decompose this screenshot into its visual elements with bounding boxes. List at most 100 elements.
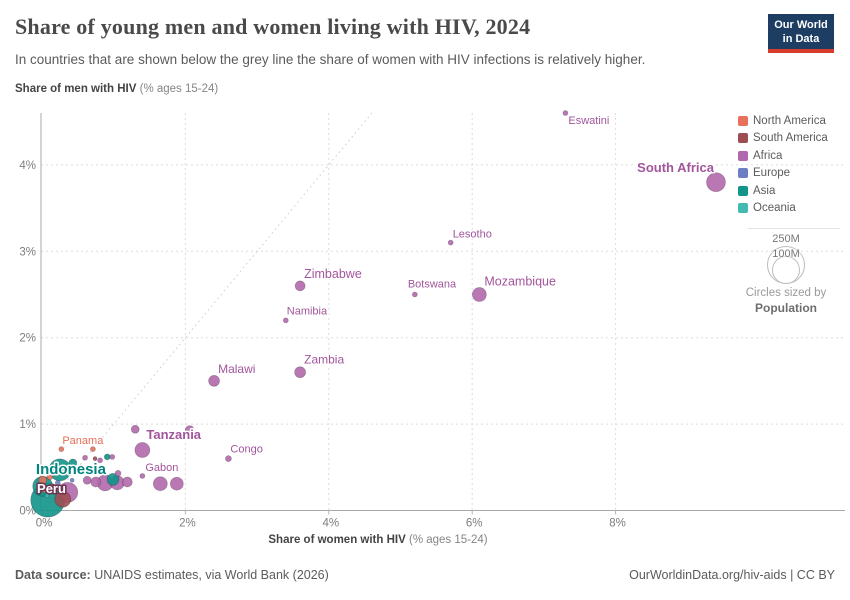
size-legend-small-circle [772, 256, 800, 284]
data-point[interactable] [90, 446, 96, 453]
owid-logo[interactable]: Our World in Data [768, 14, 834, 53]
data-point[interactable] [130, 424, 140, 434]
x-tick-label: 8% [609, 518, 626, 530]
data-source-note: Data source: UNAIDS estimates, via World… [15, 568, 329, 582]
data-point-namibia[interactable] [282, 317, 289, 324]
data-point-gabon[interactable] [139, 473, 146, 479]
data-point-tanzania[interactable] [134, 442, 151, 458]
data-point[interactable] [90, 476, 102, 488]
legend-item-oceania[interactable]: Oceania [738, 200, 828, 218]
legend-swatch [738, 203, 748, 214]
y-tick-label: 1% [19, 419, 36, 431]
legend-label: North America [753, 114, 826, 127]
x-tick-label: 4% [322, 518, 339, 530]
page-title: Share of young men and women living with… [15, 14, 531, 39]
y-axis-title: Share of men with HIV (% ages 15-24) [15, 83, 218, 95]
point-label-lesotho: Lesotho [453, 229, 492, 241]
x-axis-title: Share of women with HIV (% ages 15-24) [268, 534, 487, 546]
point-label-zimbabwe: Zimbabwe [304, 267, 362, 281]
data-point-indonesia[interactable] [48, 458, 72, 482]
data-point[interactable] [103, 453, 111, 461]
legend-divider [748, 228, 840, 229]
point-label-eswatini: Eswatini [568, 115, 609, 127]
data-point-south-africa[interactable] [706, 172, 726, 193]
point-label-peru: Peru [37, 481, 66, 496]
legend-swatch [738, 185, 748, 196]
legend-swatch [738, 133, 748, 144]
data-source-text: UNAIDS estimates, via World Bank (2026) [90, 568, 329, 582]
owid-logo-line1: Our World [774, 19, 828, 31]
size-legend-caption: Circles sized by [745, 287, 827, 299]
data-point-zambia[interactable] [294, 366, 306, 379]
data-point[interactable] [92, 456, 98, 462]
point-label-indonesia: Indonesia [36, 461, 107, 478]
size-legend-100m-label: 100M [772, 248, 800, 260]
data-point[interactable] [152, 476, 168, 492]
point-label-panama: Panama [62, 435, 104, 447]
y-tick-label: 2% [19, 333, 36, 345]
data-source-prefix: Data source: [15, 568, 91, 582]
legend-swatch [738, 168, 748, 179]
data-point[interactable] [82, 475, 92, 485]
legend-label: Oceania [753, 202, 796, 215]
point-label-tanzania: Tanzania [146, 427, 201, 442]
y-tick-label: 4% [19, 160, 36, 172]
point-label-botswana: Botswana [408, 279, 457, 291]
legend-item-africa[interactable]: Africa [738, 147, 828, 165]
data-point[interactable] [109, 454, 116, 460]
legend-label: Asia [753, 184, 776, 197]
y-tick-label: 3% [19, 246, 36, 258]
data-point[interactable] [54, 490, 72, 508]
parity-line [41, 112, 373, 511]
data-point[interactable] [38, 475, 48, 485]
data-point[interactable] [78, 467, 86, 475]
data-point[interactable] [54, 480, 61, 486]
data-point[interactable] [121, 476, 133, 488]
data-point-botswana[interactable] [411, 291, 418, 298]
data-point[interactable] [106, 473, 120, 486]
data-point[interactable] [69, 477, 75, 483]
legend-item-europe[interactable]: Europe [738, 165, 828, 183]
point-label-south-africa: South Africa [637, 160, 715, 175]
data-point[interactable] [44, 493, 50, 499]
legend-label: South America [753, 132, 828, 145]
data-point[interactable] [169, 476, 184, 491]
legend-item-south-america[interactable]: South America [738, 130, 828, 148]
point-label-congo: Congo [230, 444, 262, 456]
data-point[interactable] [68, 458, 78, 468]
legend-item-north-america[interactable]: North America [738, 112, 828, 130]
point-label-mozambique: Mozambique [484, 275, 556, 289]
legend-item-asia[interactable]: Asia [738, 182, 828, 200]
data-point[interactable] [97, 457, 103, 464]
data-point-zimbabwe[interactable] [294, 280, 306, 292]
x-tick-label: 2% [179, 518, 196, 530]
legend-label: Africa [753, 149, 783, 162]
data-point-panama[interactable] [58, 446, 65, 453]
size-legend-caption-population: Population [755, 301, 817, 315]
y-tick-label: 0% [19, 506, 36, 518]
legend-swatch [738, 150, 748, 161]
data-point-malawi[interactable] [208, 375, 220, 387]
owid-logo-line2: in Data [782, 33, 820, 45]
point-label-malawi: Malawi [218, 362, 255, 376]
chart-subtitle: In countries that are shown below the gr… [15, 52, 646, 67]
data-point-peru[interactable] [48, 483, 56, 492]
data-point-eswatini[interactable] [562, 110, 569, 116]
x-tick-label: 0% [36, 518, 53, 530]
legend-swatch [738, 115, 748, 126]
data-point[interactable] [41, 486, 49, 494]
data-point[interactable] [184, 425, 195, 435]
continent-legend: North America South America Africa Europe As… [738, 112, 828, 217]
data-point-lesotho[interactable] [447, 239, 454, 246]
point-label-zambia: Zambia [304, 352, 344, 366]
point-label-namibia: Namibia [287, 305, 328, 317]
data-point[interactable] [114, 469, 122, 477]
data-point[interactable] [46, 473, 54, 481]
data-point-congo[interactable] [225, 455, 232, 463]
data-point[interactable] [82, 454, 88, 461]
x-tick-label: 6% [466, 518, 483, 530]
owid-link[interactable]: OurWorldinData.org/hiv-aids | CC BY [629, 568, 835, 582]
data-point-mozambique[interactable] [472, 287, 487, 302]
